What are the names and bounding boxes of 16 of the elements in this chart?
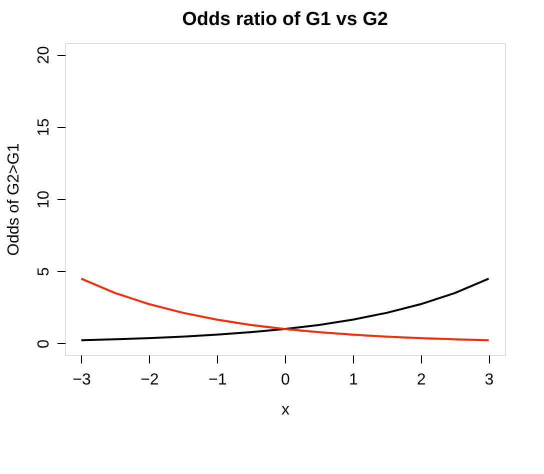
y-tick-label: 15 <box>36 118 52 136</box>
y-tick-label: 10 <box>36 190 52 208</box>
line-series <box>80 278 490 342</box>
x-tick-label: −2 <box>140 372 159 388</box>
y-tick-label: 0 <box>36 339 52 348</box>
chart-title: Odds ratio of G1 vs G2 <box>182 9 388 30</box>
x-tick-label: 1 <box>348 372 358 388</box>
x-tick-label: 2 <box>416 372 426 388</box>
y-axis-title: Odds of G2>G1 <box>6 143 22 256</box>
x-tick-label: −1 <box>208 372 227 388</box>
y-tick-label: 20 <box>36 46 52 64</box>
y-tick-label: 5 <box>36 267 52 276</box>
x-tick-label: −3 <box>72 372 92 388</box>
x-axis-title: x <box>282 402 290 418</box>
x-tick-label: 3 <box>484 372 494 388</box>
x-tick-label: 0 <box>281 372 290 388</box>
